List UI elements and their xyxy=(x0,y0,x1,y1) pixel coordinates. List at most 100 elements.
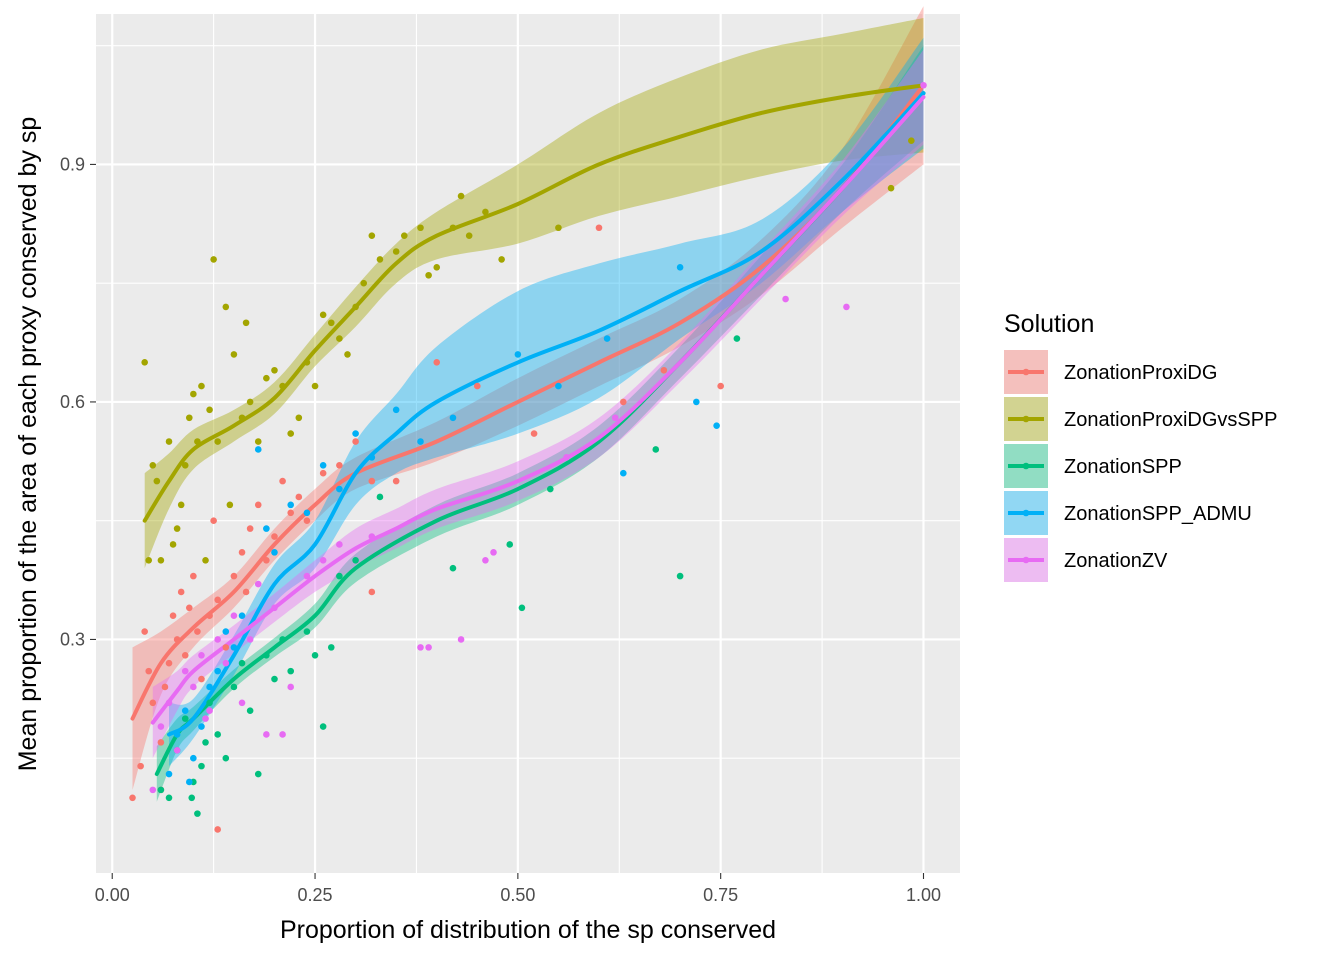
point-zonationzv xyxy=(425,644,432,651)
point-zonationproxidgvsspp xyxy=(368,232,376,239)
band-zonationspp-admu xyxy=(169,37,924,767)
point-zonationproxidg xyxy=(392,477,400,485)
grid-major xyxy=(96,14,960,873)
point-zonationproxidg xyxy=(157,739,165,746)
point-zonationproxidgvsspp xyxy=(194,438,201,445)
point-zonationproxidg xyxy=(214,826,221,833)
point-zonationproxidgvsspp xyxy=(230,351,238,358)
point-zonationzv xyxy=(417,644,424,651)
point-zonationzv xyxy=(263,731,270,738)
point-zonationzv xyxy=(230,612,238,619)
smooth-line-zonationproxidgvsspp xyxy=(142,83,926,523)
point-zonationspp-admu xyxy=(319,461,327,469)
point-zonationproxidgvsspp xyxy=(360,279,368,287)
point-zonationspp xyxy=(214,731,221,738)
point-zonationzv xyxy=(303,572,311,580)
point-zonationspp xyxy=(157,786,165,794)
legend-key-point xyxy=(1022,415,1030,423)
point-zonationspp xyxy=(311,651,319,659)
point-zonationzv xyxy=(782,295,789,303)
point-zonationzv xyxy=(173,746,181,754)
point-zonationproxidg xyxy=(352,438,359,445)
point-zonationproxidg xyxy=(336,461,343,469)
point-zonationzv xyxy=(319,556,327,564)
data-points xyxy=(129,81,927,833)
point-zonationzv xyxy=(920,81,927,89)
point-zonationspp xyxy=(181,715,189,722)
point-zonationproxidg xyxy=(169,612,177,619)
point-zonationproxidgvsspp xyxy=(433,264,441,271)
point-zonationproxidgvsspp xyxy=(226,501,234,509)
point-zonationspp xyxy=(303,628,311,635)
y-tick-label: 0.6 xyxy=(60,392,85,412)
point-zonationproxidg xyxy=(271,533,278,540)
point-zonationspp xyxy=(327,644,335,651)
point-zonationproxidgvsspp xyxy=(165,438,173,445)
point-zonationproxidg xyxy=(303,517,311,524)
point-zonationspp xyxy=(279,636,286,643)
point-zonationzv xyxy=(246,636,254,643)
point-zonationproxidg xyxy=(129,794,136,802)
point-zonationproxidg xyxy=(620,398,627,406)
point-zonationproxidg xyxy=(181,651,189,659)
point-zonationspp xyxy=(254,770,262,778)
point-zonationspp xyxy=(652,446,660,453)
point-zonationproxidgvsspp xyxy=(177,501,185,509)
point-zonationspp-admu xyxy=(254,446,262,453)
point-zonationproxidgvsspp xyxy=(449,224,457,232)
point-zonationzv xyxy=(843,303,850,311)
point-zonationzv xyxy=(482,556,489,564)
point-zonationspp-admu xyxy=(303,509,311,517)
point-zonationzv xyxy=(254,580,262,588)
point-zonationzv xyxy=(222,659,230,667)
legend-label-zonationzv: ZonationZV xyxy=(1064,550,1168,572)
point-zonationzv xyxy=(165,699,173,707)
x-tick-label: 0.00 xyxy=(95,885,130,905)
point-zonationzv xyxy=(157,723,165,730)
point-zonationproxidgvsspp xyxy=(295,414,303,422)
point-zonationproxidgvsspp xyxy=(222,303,230,311)
point-zonationproxidgvsspp xyxy=(169,541,177,548)
point-zonationproxidgvsspp xyxy=(303,359,311,366)
plot-panel xyxy=(96,14,960,873)
point-zonationproxidg xyxy=(263,556,270,564)
x-axis-title: Proportion of distribution of the sp con… xyxy=(280,916,776,944)
point-zonationspp-admu xyxy=(198,723,205,730)
point-zonationproxidgvsspp xyxy=(319,311,327,319)
point-zonationproxidgvsspp xyxy=(327,319,335,327)
point-zonationproxidgvsspp xyxy=(206,406,213,414)
point-zonationspp xyxy=(222,754,230,762)
point-zonationproxidg xyxy=(165,659,173,667)
legend-key-point xyxy=(1022,509,1030,517)
point-zonationzv xyxy=(149,786,157,794)
point-zonationproxidg xyxy=(319,469,327,477)
point-zonationspp xyxy=(188,794,196,802)
point-zonationproxidgvsspp xyxy=(246,398,254,406)
point-zonationzv xyxy=(490,549,497,556)
point-zonationspp-admu xyxy=(514,351,522,358)
legend-key-point xyxy=(1022,368,1030,376)
point-zonationproxidg xyxy=(279,477,286,485)
point-zonationproxidg xyxy=(190,572,197,580)
point-zonationproxidgvsspp xyxy=(145,556,153,564)
point-zonationproxidg xyxy=(368,477,376,485)
legend-title: Solution xyxy=(1004,310,1094,338)
point-zonationspp-admu xyxy=(287,501,295,509)
point-zonationproxidg xyxy=(717,382,724,390)
point-zonationproxidg xyxy=(246,525,254,532)
point-zonationspp-admu xyxy=(238,612,246,619)
point-zonationspp xyxy=(194,810,201,817)
point-zonationspp xyxy=(336,572,343,580)
point-zonationproxidgvsspp xyxy=(417,224,424,232)
point-zonationspp-admu xyxy=(368,454,376,461)
point-zonationzv xyxy=(214,636,221,643)
legend: Solution ZonationProxiDG ZonationProxiDGv… xyxy=(1004,310,1277,582)
point-zonationspp xyxy=(733,335,741,342)
point-zonationproxidg xyxy=(173,636,181,643)
point-zonationproxidgvsspp xyxy=(352,303,359,311)
point-zonationspp xyxy=(518,604,526,612)
point-zonationspp-admu xyxy=(230,644,238,651)
point-zonationproxidgvsspp xyxy=(190,390,197,398)
point-zonationproxidg xyxy=(368,588,376,596)
point-zonationproxidg xyxy=(214,596,221,604)
